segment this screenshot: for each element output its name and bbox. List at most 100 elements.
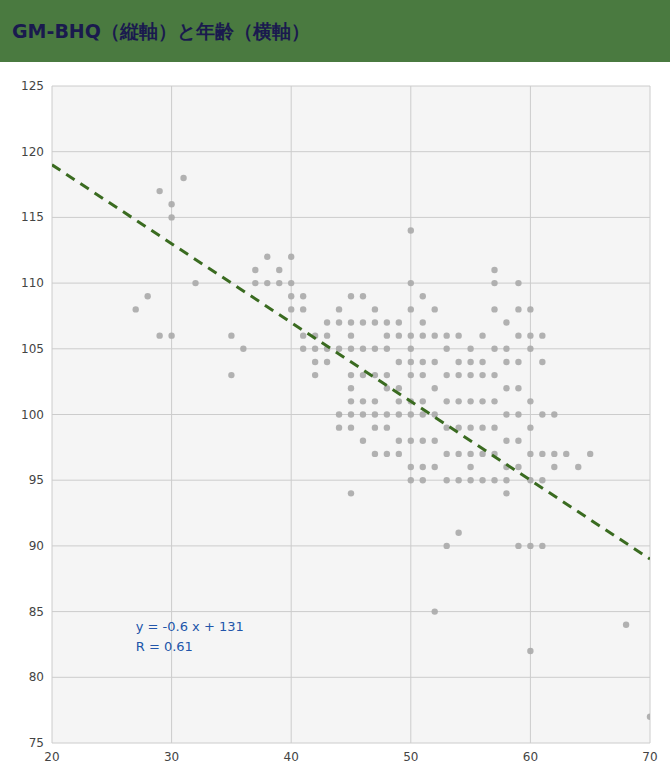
point xyxy=(348,424,354,430)
x-tick-label: 20 xyxy=(44,750,59,764)
point xyxy=(384,385,390,391)
point xyxy=(420,372,426,378)
point xyxy=(443,451,449,457)
point xyxy=(384,346,390,352)
point xyxy=(455,359,461,365)
point xyxy=(348,346,354,352)
point xyxy=(408,227,414,233)
point xyxy=(336,319,342,325)
point xyxy=(264,254,270,260)
point xyxy=(372,424,378,430)
point xyxy=(527,398,533,404)
point xyxy=(432,359,438,365)
point xyxy=(443,477,449,483)
point xyxy=(360,293,366,299)
point xyxy=(515,332,521,338)
point xyxy=(539,359,545,365)
point xyxy=(420,398,426,404)
point xyxy=(467,359,473,365)
point xyxy=(168,214,174,220)
y-tick-label: 85 xyxy=(29,605,44,619)
point xyxy=(384,451,390,457)
point xyxy=(551,451,557,457)
point xyxy=(348,398,354,404)
point xyxy=(455,372,461,378)
point xyxy=(252,267,258,273)
point xyxy=(551,464,557,470)
point xyxy=(372,346,378,352)
point xyxy=(372,398,378,404)
point xyxy=(408,359,414,365)
point xyxy=(467,372,473,378)
point xyxy=(539,332,545,338)
point xyxy=(647,714,650,720)
point xyxy=(408,411,414,417)
point xyxy=(324,332,330,338)
point xyxy=(491,267,497,273)
point xyxy=(348,490,354,496)
point xyxy=(300,346,306,352)
point xyxy=(312,346,318,352)
x-tick-label: 30 xyxy=(164,750,179,764)
grid-line-y xyxy=(52,545,650,546)
point xyxy=(408,438,414,444)
point xyxy=(360,411,366,417)
point xyxy=(312,359,318,365)
point xyxy=(443,346,449,352)
point xyxy=(372,451,378,457)
point xyxy=(300,293,306,299)
point xyxy=(491,424,497,430)
point xyxy=(467,346,473,352)
point xyxy=(288,254,294,260)
point xyxy=(527,543,533,549)
point xyxy=(396,411,402,417)
point xyxy=(192,280,198,286)
grid xyxy=(52,86,650,743)
point xyxy=(276,267,282,273)
point xyxy=(467,398,473,404)
point xyxy=(168,201,174,207)
point xyxy=(491,398,497,404)
grid-line-y xyxy=(52,480,650,481)
point xyxy=(408,280,414,286)
point xyxy=(539,477,545,483)
point xyxy=(455,398,461,404)
point xyxy=(527,306,533,312)
y-tick-label: 80 xyxy=(29,670,44,684)
point xyxy=(503,385,509,391)
point xyxy=(587,451,593,457)
point xyxy=(420,293,426,299)
point xyxy=(372,319,378,325)
point xyxy=(515,438,521,444)
point xyxy=(563,451,569,457)
title: GM-BHQ（縦軸）と年齢（横軸） xyxy=(12,20,310,42)
point xyxy=(360,346,366,352)
point xyxy=(360,398,366,404)
point xyxy=(539,451,545,457)
point xyxy=(360,438,366,444)
grid-line-y xyxy=(52,283,650,284)
y-tick-label: 115 xyxy=(21,210,44,224)
point xyxy=(443,372,449,378)
point xyxy=(443,398,449,404)
point xyxy=(443,543,449,549)
point xyxy=(360,319,366,325)
point xyxy=(455,332,461,338)
point xyxy=(432,464,438,470)
chart: GM-BHQ（縦軸）と年齢（横軸）20304050607075808590951… xyxy=(0,0,670,779)
point xyxy=(348,319,354,325)
point xyxy=(479,477,485,483)
point xyxy=(479,359,485,365)
plot-background xyxy=(52,86,650,743)
y-tick-label: 120 xyxy=(21,145,44,159)
regression-line xyxy=(52,165,650,559)
point xyxy=(324,359,330,365)
point xyxy=(515,280,521,286)
point xyxy=(432,608,438,614)
point xyxy=(348,385,354,391)
point xyxy=(348,411,354,417)
point xyxy=(384,411,390,417)
point xyxy=(168,332,174,338)
point xyxy=(372,411,378,417)
point xyxy=(348,293,354,299)
